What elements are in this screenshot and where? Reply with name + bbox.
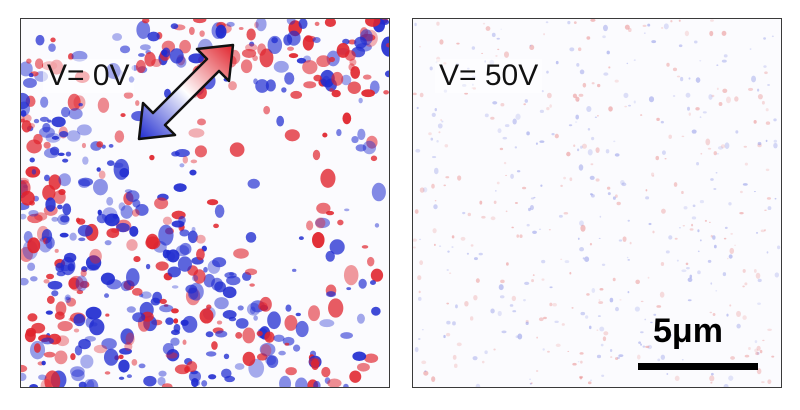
image-panel-0v: V= 0V — [20, 18, 390, 388]
voltage-label-0v: V= 0V — [43, 59, 134, 93]
image-panel-50v: V= 50V 5μm — [412, 18, 782, 388]
texture-map-50v — [413, 19, 781, 387]
scale-bar — [638, 363, 758, 370]
texture-map-0v — [21, 19, 389, 387]
scale-bar-label: 5μm — [653, 312, 723, 350]
voltage-label-50v: V= 50V — [435, 59, 543, 93]
double-arrow-icon — [131, 37, 241, 147]
